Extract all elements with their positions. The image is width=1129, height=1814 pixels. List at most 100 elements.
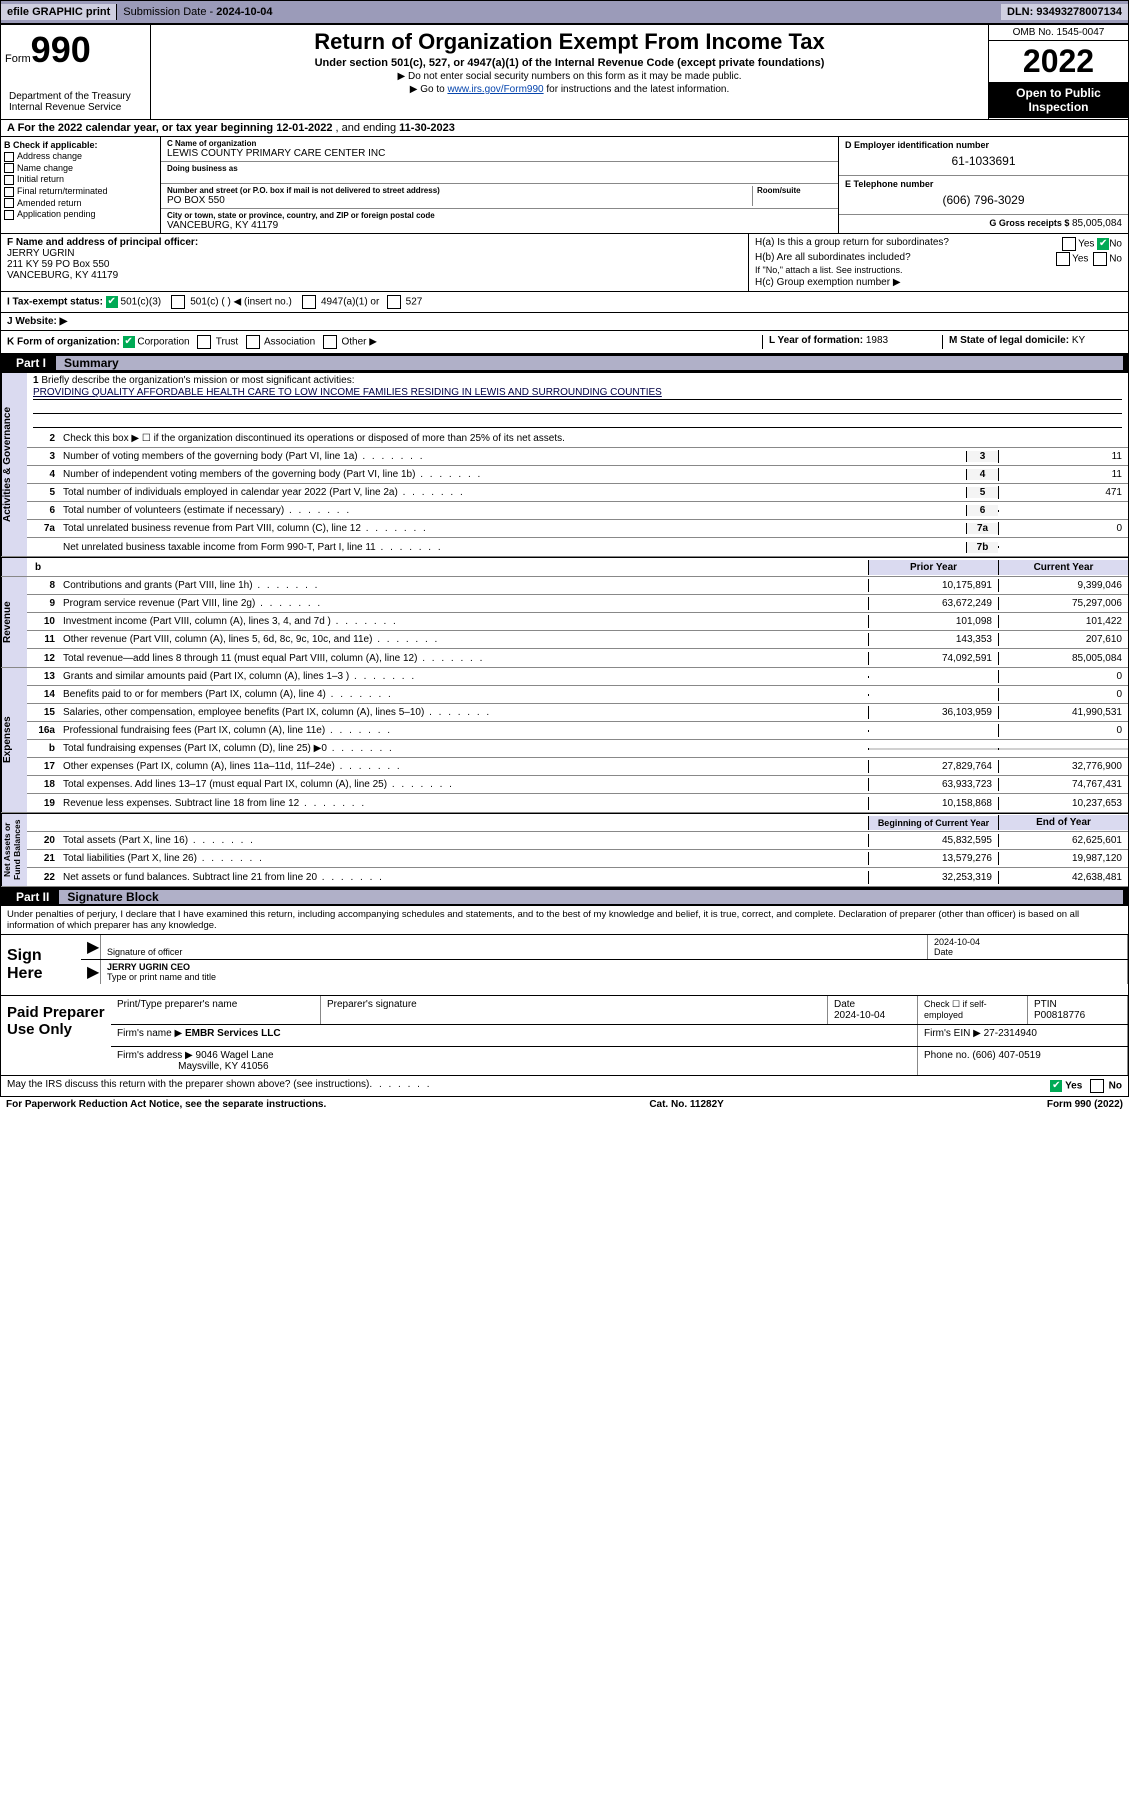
summary-line: 11Other revenue (Part VIII, column (A), …: [27, 631, 1128, 649]
ha-label: H(a) Is this a group return for subordin…: [755, 237, 949, 248]
col-b: b: [27, 562, 59, 573]
opt-assoc: Association: [264, 337, 315, 348]
prep-name-label: Print/Type preparer's name: [111, 996, 321, 1024]
chk-address[interactable]: Address change: [4, 151, 157, 162]
summary-line: 16aProfessional fundraising fees (Part I…: [27, 722, 1128, 740]
row-k: K Form of organization: ✔ Corporation Tr…: [0, 331, 1129, 354]
box-f: F Name and address of principal officer:…: [1, 234, 748, 291]
col-current: Current Year: [998, 560, 1128, 575]
line-2: 2 Check this box ▶ ☐ if the organization…: [27, 430, 1128, 448]
form-number: 990: [31, 29, 91, 70]
org-name: LEWIS COUNTY PRIMARY CARE CENTER INC: [167, 148, 832, 159]
box-k: K Form of organization: ✔ Corporation Tr…: [7, 335, 762, 349]
dba-label: Doing business as: [167, 164, 832, 173]
paid-title: Paid Preparer Use Only: [1, 996, 111, 1075]
chk-amended[interactable]: Amended return: [4, 198, 157, 209]
dots: [369, 1079, 431, 1093]
firm-addr1: 9046 Wagel Lane: [196, 1050, 274, 1061]
form-header: Form990 Department of the Treasury Inter…: [0, 24, 1129, 120]
part1-title: Summary: [56, 356, 1123, 370]
city-row: City or town, state or province, country…: [161, 209, 838, 233]
box-f-label: F Name and address of principal officer:: [7, 237, 198, 248]
org-name-label: C Name of organization: [167, 139, 832, 148]
row-a-tax-year: A For the 2022 calendar year, or tax yea…: [0, 120, 1129, 137]
sig-line1: ▶ Signature of officer 2024-10-04Date: [81, 935, 1128, 960]
firm-name: EMBR Services LLC: [185, 1028, 281, 1039]
part1-header: Part I Summary: [0, 354, 1129, 372]
side-spacer: [1, 558, 27, 576]
chk-final[interactable]: Final return/terminated: [4, 186, 157, 197]
col-beg: Beginning of Current Year: [868, 816, 998, 830]
state-domicile: KY: [1072, 335, 1085, 346]
self-emp-label: Check ☐ if self-employed: [918, 996, 1028, 1024]
box-l: L Year of formation: 1983: [762, 335, 942, 349]
city-label: City or town, state or province, country…: [167, 211, 832, 220]
opt-501c3: 501(c)(3): [121, 297, 162, 308]
summary-line: 8Contributions and grants (Part VIII, li…: [27, 577, 1128, 595]
addr-row: Number and street (or P.O. box if mail i…: [161, 184, 838, 209]
omb-year-box: OMB No. 1545-0047 2022 Open to Public In…: [988, 25, 1128, 119]
phone-value: (606) 407-0519: [972, 1050, 1040, 1061]
chk-name[interactable]: Name change: [4, 163, 157, 174]
summary-line: 3Number of voting members of the governi…: [27, 448, 1128, 466]
row-a-pre: A For the 2022 calendar year, or tax yea…: [7, 122, 276, 134]
irs-discuss-row: May the IRS discuss this return with the…: [0, 1076, 1129, 1097]
summary-line: bTotal fundraising expenses (Part IX, co…: [27, 740, 1128, 758]
row-a-mid: , and ending: [336, 122, 400, 134]
na-header-row: Net Assets or Fund Balances Beginning of…: [1, 813, 1128, 887]
year-formation: 1983: [866, 335, 888, 346]
footer-left: For Paperwork Reduction Act Notice, see …: [6, 1099, 326, 1110]
summary-line: 10Investment income (Part VIII, column (…: [27, 613, 1128, 631]
summary-line: 19Revenue less expenses. Subtract line 1…: [27, 794, 1128, 812]
mission-blank2: [33, 414, 1122, 428]
summary-line: 6Total number of volunteers (estimate if…: [27, 502, 1128, 520]
prep-date-label: Date: [834, 999, 855, 1010]
form-note2: ▶ Go to www.irs.gov/Form990 for instruct…: [155, 84, 984, 95]
summary-line: 20Total assets (Part X, line 16)45,832,5…: [27, 832, 1128, 850]
chk-initial[interactable]: Initial return: [4, 174, 157, 185]
paid-row2: Firm's name ▶ EMBR Services LLC Firm's E…: [111, 1025, 1128, 1047]
summary-line: 15Salaries, other compensation, employee…: [27, 704, 1128, 722]
addr-label: Number and street (or P.O. box if mail i…: [167, 186, 752, 195]
officer-name: JERRY UGRIN: [7, 248, 74, 259]
hb-note: If "No," attach a list. See instructions…: [755, 265, 1122, 275]
gross-label: G Gross receipts $: [989, 218, 1072, 228]
sig-line2: ▶ JERRY UGRIN CEOType or print name and …: [81, 960, 1128, 984]
paid-row1: Print/Type preparer's name Preparer's si…: [111, 996, 1128, 1025]
form-title-box: Return of Organization Exempt From Incom…: [151, 25, 988, 119]
sig-intro: Under penalties of perjury, I declare th…: [0, 906, 1129, 935]
addr-value: PO BOX 550: [167, 195, 752, 206]
tax-year: 2022: [989, 41, 1128, 82]
mission-num: 1: [33, 375, 39, 386]
box-c: C Name of organization LEWIS COUNTY PRIM…: [161, 137, 838, 233]
omb-number: OMB No. 1545-0047: [989, 25, 1128, 41]
irs-link[interactable]: www.irs.gov/Form990: [447, 84, 543, 95]
firm-ein: 27-2314940: [984, 1028, 1037, 1039]
ptin-value: P00818776: [1034, 1010, 1085, 1021]
form-subtitle: Under section 501(c), 527, or 4947(a)(1)…: [155, 57, 984, 69]
ein-label: D Employer identification number: [845, 140, 1122, 150]
chk-application[interactable]: Application pending: [4, 209, 157, 220]
open-inspection: Open to Public Inspection: [989, 82, 1128, 118]
box-b-title: B Check if applicable:: [4, 140, 98, 150]
sig-label: Signature of officer: [107, 947, 182, 957]
chk-501c3: ✔: [106, 296, 118, 308]
box-b: B Check if applicable: Address change Na…: [1, 137, 161, 233]
summary-line: 17Other expenses (Part IX, column (A), l…: [27, 758, 1128, 776]
box-j-label: J Website: ▶: [7, 316, 67, 327]
entity-block: B Check if applicable: Address change Na…: [0, 137, 1129, 234]
footer: For Paperwork Reduction Act Notice, see …: [0, 1097, 1129, 1112]
ein-row: D Employer identification number 61-1033…: [839, 137, 1128, 176]
hb-row: H(b) Are all subordinates included? Yes …: [755, 252, 1122, 263]
arrow-icon: ▶: [81, 960, 101, 984]
chk-yes: ✔: [1050, 1080, 1062, 1092]
dln-label: DLN:: [1007, 6, 1036, 18]
submission-date: Submission Date - 2024-10-04: [117, 4, 278, 20]
officer-addr2: VANCEBURG, KY 41179: [7, 270, 118, 281]
tel-row: E Telephone number (606) 796-3029: [839, 176, 1128, 215]
tel-label: E Telephone number: [845, 179, 1122, 189]
form-number-box: Form990 Department of the Treasury Inter…: [1, 25, 151, 119]
summary-line: 4Number of independent voting members of…: [27, 466, 1128, 484]
form-label: Form: [5, 53, 31, 65]
phone-label: Phone no.: [924, 1050, 972, 1061]
